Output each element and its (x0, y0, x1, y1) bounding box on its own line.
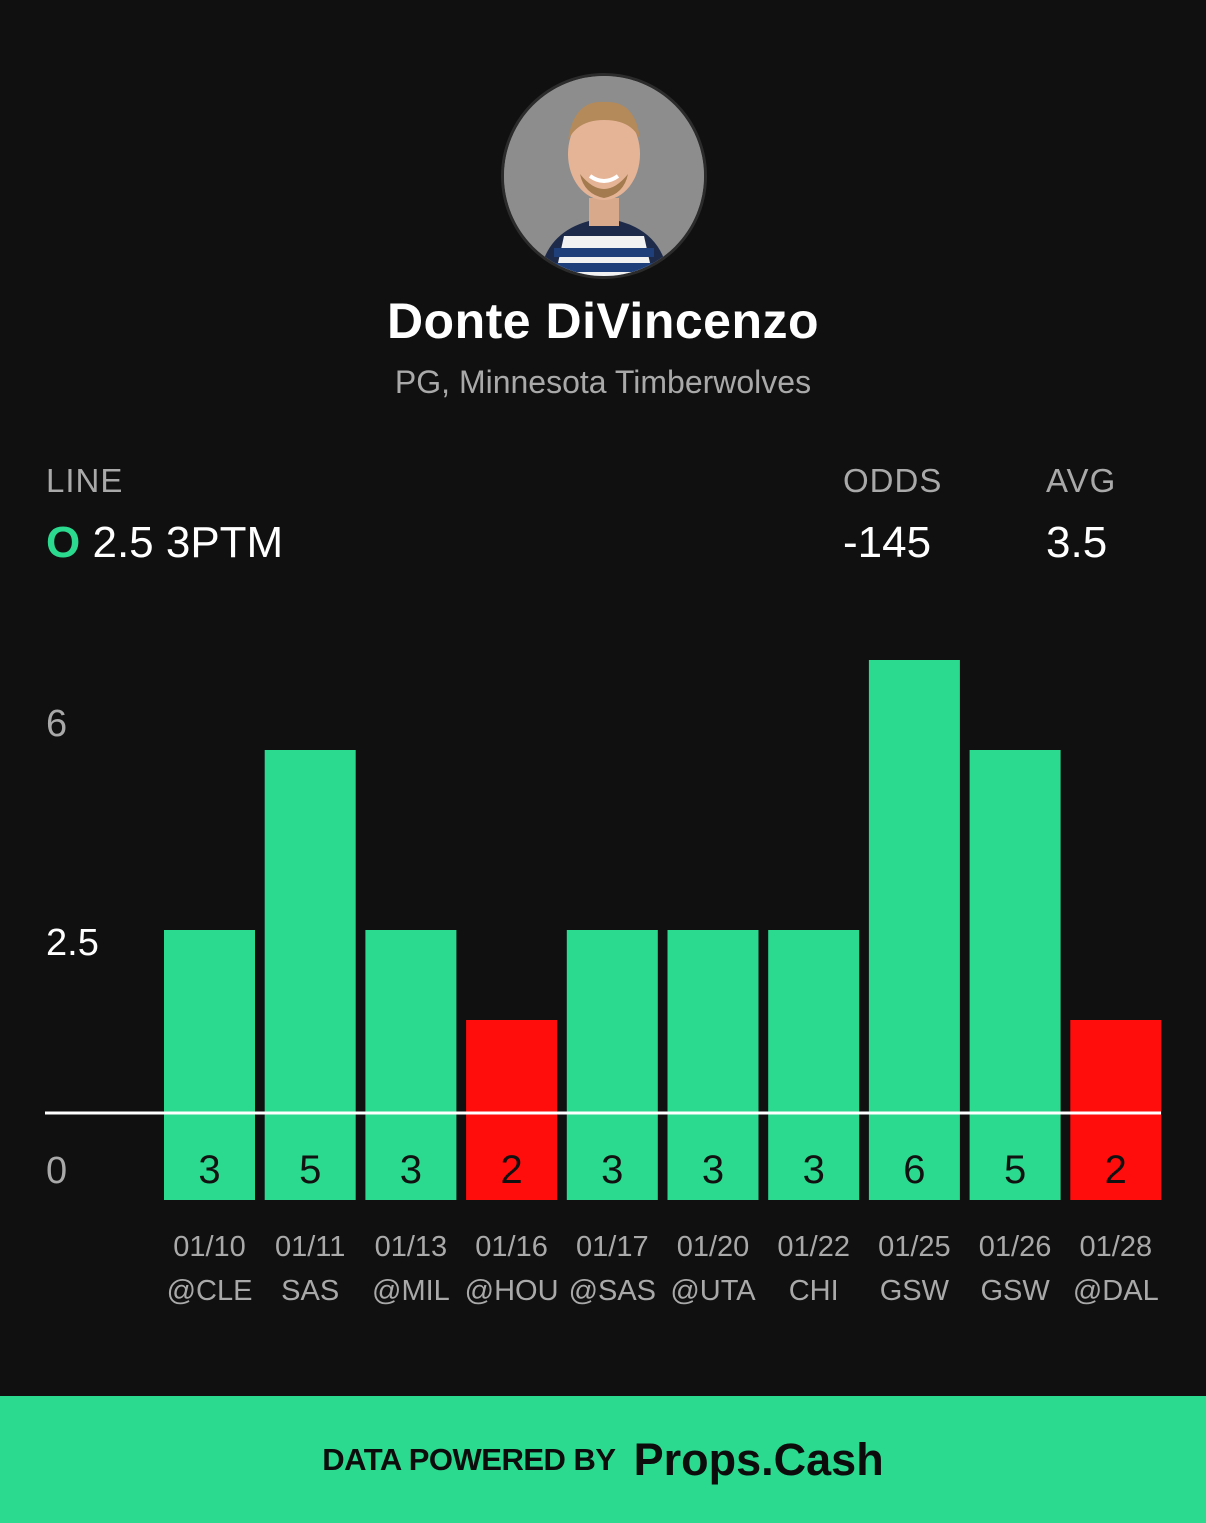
x-tick-date: 01/10 (173, 1231, 246, 1263)
bar-value-label: 6 (903, 1148, 925, 1192)
bar (667, 930, 759, 1200)
bar (264, 750, 356, 1200)
bar (566, 930, 658, 1200)
game-log-bar-chart: 0 2.5 6 3 01/10 @CLE 5 01/11 SAS 3 01/13 @MIL 2 01/16… (45, 660, 1162, 1307)
x-tick-date: 01/26 (979, 1231, 1052, 1263)
bar-value-label: 2 (1105, 1148, 1127, 1192)
avg-label: AVG (1046, 462, 1117, 499)
x-tick-opponent: @DAL (1073, 1275, 1159, 1307)
bar-value-label: 2 (500, 1148, 522, 1192)
player-position-team: PG, Minnesota Timberwolves (394, 364, 812, 400)
footer-label: DATA POWERED BY (322, 1441, 616, 1477)
x-tick-date: 01/11 (275, 1231, 345, 1263)
x-tick-opponent: @MIL (372, 1275, 450, 1307)
y-tick-label: 0 (46, 1150, 67, 1192)
bar-value-label: 3 (601, 1148, 623, 1192)
x-tick-opponent: @CLE (167, 1275, 253, 1307)
bar (768, 930, 860, 1200)
bar-value-label: 5 (299, 1148, 321, 1192)
line-value-group: O 2.5 3PTM (46, 518, 283, 568)
line-label: LINE (46, 462, 124, 499)
footer-banner: DATA POWERED BY Props.Cash (0, 1396, 1206, 1523)
x-tick-date: 01/22 (777, 1231, 850, 1263)
x-tick-date: 01/17 (576, 1231, 649, 1263)
bar-value-label: 3 (198, 1148, 220, 1192)
x-tick-opponent: SAS (281, 1275, 339, 1307)
y-tick-label: 6 (46, 703, 67, 745)
x-tick-opponent: @UTA (670, 1275, 756, 1307)
bar-value-label: 3 (400, 1148, 422, 1192)
x-tick-date: 01/16 (475, 1231, 548, 1263)
line-value: 2.5 3PTM (92, 518, 284, 567)
x-tick-opponent: @HOU (465, 1275, 559, 1307)
bar (868, 660, 960, 1200)
odds-value: -145 (843, 518, 932, 567)
bar (365, 930, 457, 1200)
bar (466, 1020, 558, 1200)
x-tick-opponent: GSW (980, 1275, 1050, 1307)
x-tick-opponent: @SAS (569, 1275, 656, 1307)
x-tick-opponent: GSW (880, 1275, 950, 1307)
bar-value-label: 5 (1004, 1148, 1026, 1192)
x-tick-opponent: CHI (789, 1275, 839, 1307)
bar (969, 750, 1061, 1200)
x-tick-date: 01/28 (1080, 1231, 1153, 1263)
x-tick-date: 01/25 (878, 1231, 951, 1263)
y-tick-label: 2.5 (46, 922, 99, 964)
bar (1070, 1020, 1162, 1200)
player-avatar (501, 73, 707, 279)
bar-value-label: 3 (702, 1148, 724, 1192)
odds-label: ODDS (843, 462, 943, 499)
x-tick-date: 01/13 (375, 1231, 448, 1263)
x-tick-date: 01/20 (677, 1231, 750, 1263)
player-headshot-icon (504, 76, 704, 276)
bar-value-label: 3 (803, 1148, 825, 1192)
footer-brand: Props.Cash (633, 1433, 884, 1485)
over-under-indicator: O (46, 518, 81, 567)
bar (164, 930, 255, 1200)
player-name: Donte DiVincenzo (386, 293, 820, 349)
avg-value: 3.5 (1046, 518, 1108, 567)
